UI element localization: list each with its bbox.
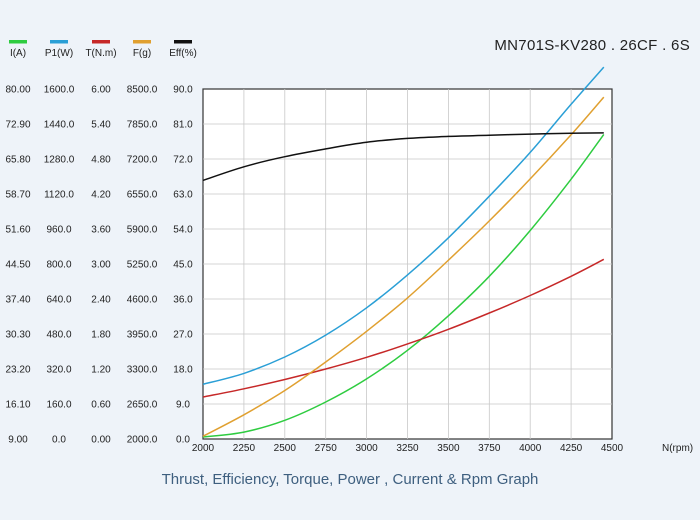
series-line [202,66,605,386]
y-tick-label: 1120.0 [44,190,74,201]
y-tick-label: 36.0 [173,295,193,306]
x-axis-ticks: 2000 2250 2500 2750 3000 3250 3500 3750 4000 4250… [192,443,624,454]
legend-swatch [133,40,151,44]
x-axis-label: N(rpm) [662,443,693,454]
x-tick-label: 4000 [519,443,542,454]
y-tick-label: 8500.0 [127,85,158,96]
y-tick-label: 4.80 [91,155,111,166]
y-tick-label: 1.20 [91,365,111,376]
y-tick-label: 3.00 [91,260,111,271]
series-line [202,132,604,182]
series-line [202,133,605,438]
y-tick-label: 1.80 [91,330,111,341]
y-tick-label: 6.00 [91,85,111,96]
y-tick-label: 2.40 [91,295,111,306]
x-tick-label: 2250 [233,443,256,454]
x-tick-label: 3250 [396,443,419,454]
y-tick-label: 1440.0 [44,120,75,131]
chart-title: MN701S-KV280 . 26CF . 6S [494,37,690,54]
x-tick-label: 4500 [601,443,624,454]
y-tick-label: 5900.0 [127,225,158,236]
y-tick-label: 45.0 [173,260,193,271]
y-tick-label: 160.0 [46,400,71,411]
y-tick-label: 63.0 [173,190,193,201]
y-tick-label: 3.60 [91,225,111,236]
y-tick-label: 6550.0 [127,190,158,201]
y-tick-label: 480.0 [46,330,71,341]
y-tick-label: 640.0 [46,295,71,306]
y-tick-label: 1600.0 [44,85,75,96]
y-tick-label: 65.80 [5,155,30,166]
plot-grid [202,88,613,440]
y-tick-label: 27.0 [173,330,193,341]
y-tick-label: 44.50 [5,260,30,271]
x-tick-label: 3500 [437,443,460,454]
y-tick-label: 0.0 [176,435,190,446]
legend-label: I(A) [10,48,26,59]
legend-label: F(g) [133,48,151,59]
y-tick-label: 72.0 [173,155,193,166]
y-tick-label: 4600.0 [127,295,158,306]
y-tick-label: 3300.0 [127,365,158,376]
y-tick-label: 37.40 [5,295,30,306]
y-tick-label: 58.70 [5,190,30,201]
x-tick-label: 3750 [478,443,501,454]
legend-swatch [9,40,27,44]
y-tick-label: 7850.0 [127,120,158,131]
y-tick-label: 5.40 [91,120,111,131]
legend-swatch [92,40,110,44]
y-tick-label: 90.0 [173,85,193,96]
legend-swatch [50,40,68,44]
series-line [202,96,605,437]
y-tick-label: 9.00 [8,435,28,446]
y-tick-label: 54.0 [173,225,193,236]
y-tick-label: 0.00 [91,435,111,446]
y-tick-label: 16.10 [5,400,30,411]
y-tick-label: 23.20 [5,365,30,376]
y-tick-label: 51.60 [5,225,30,236]
y-tick-label: 320.0 [46,365,71,376]
y-tick-label: 0.60 [91,400,111,411]
y-tick-label: 72.90 [5,120,30,131]
series-line [202,258,605,398]
y-tick-label: 1280.0 [44,155,75,166]
y-tick-label: 9.0 [176,400,190,411]
x-tick-label: 2750 [315,443,338,454]
y-tick-label: 800.0 [46,260,71,271]
y-tick-label: 80.00 [5,85,30,96]
y-axes-tick-labels: 9.00 16.10 23.20 30.30 37.40 44.50 51.60 58.70 6… [5,85,193,446]
x-tick-label: 4250 [560,443,583,454]
y-tick-label: 7200.0 [127,155,158,166]
x-tick-label: 2500 [274,443,297,454]
y-tick-label: 18.0 [173,365,193,376]
legend-swatch [174,40,192,44]
y-tick-label: 2650.0 [127,400,158,411]
y-tick-label: 81.0 [173,120,193,131]
legend-label: Eff(%) [169,48,197,59]
y-tick-label: 4.20 [91,190,111,201]
y-tick-label: 30.30 [5,330,30,341]
y-tick-label: 960.0 [46,225,71,236]
y-tick-label: 5250.0 [127,260,158,271]
legend-label: T(N.m) [85,48,116,59]
chart-caption: Thrust, Efficiency, Torque, Power , Curr… [161,471,539,488]
legend: I(A) P1(W) T(N.m) F(g) Eff(%) [9,40,197,59]
series-lines [202,66,605,438]
y-tick-label: 2000.0 [127,435,158,446]
x-tick-label: 3000 [355,443,378,454]
y-tick-label: 3950.0 [127,330,158,341]
y-tick-label: 0.0 [52,435,66,446]
legend-label: P1(W) [45,48,73,59]
x-tick-label: 2000 [192,443,215,454]
